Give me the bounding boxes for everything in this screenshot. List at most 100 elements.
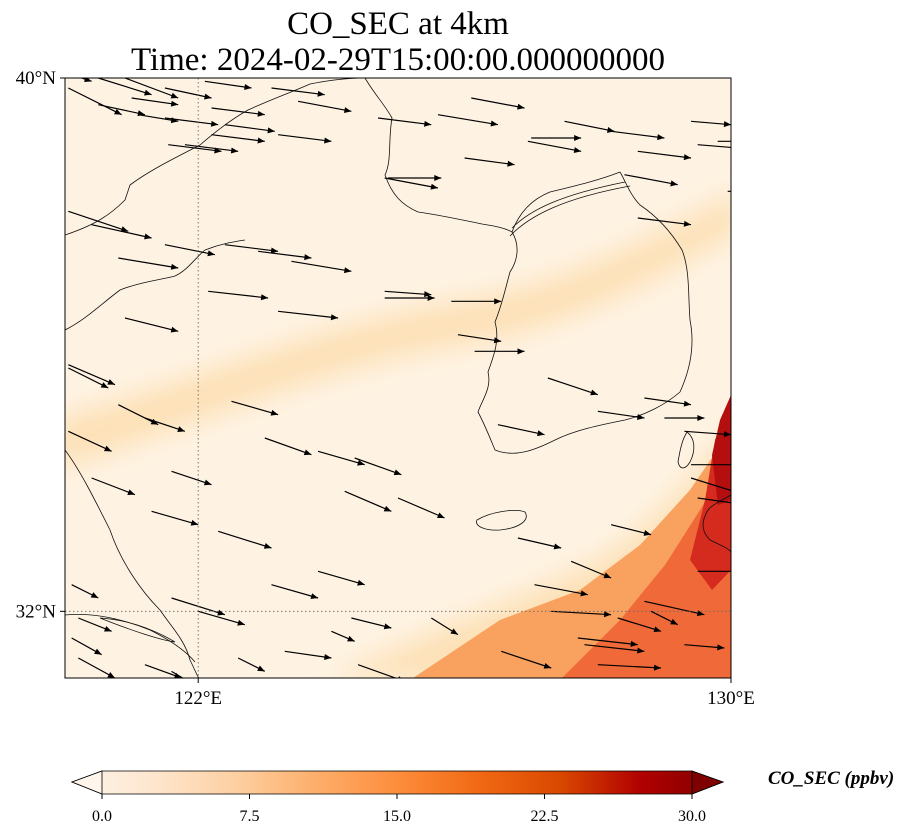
wind-vector <box>397 497 445 519</box>
wind-vector <box>551 610 612 618</box>
island-chongming <box>99 617 176 643</box>
wind-vector <box>317 570 365 586</box>
coastline-bohai-north <box>65 78 366 236</box>
wind-vector <box>354 457 402 476</box>
wind-vector <box>78 617 112 632</box>
wind-vector <box>138 114 179 124</box>
colorbar-tick-label: 30.0 <box>678 808 706 825</box>
coastline-yangtze-estuary <box>65 614 196 663</box>
wind-vector <box>258 250 312 261</box>
map-subtitle-time: Time: 2024-02-29T15:00:00.000000000 <box>130 42 666 78</box>
wind-vector <box>164 87 212 100</box>
wind-vector <box>291 260 352 274</box>
wind-vector <box>218 530 272 549</box>
colorbar-over-extend <box>691 770 725 795</box>
co-high-concentration-area <box>413 395 731 678</box>
wind-vector <box>118 257 179 270</box>
wind-vector <box>617 617 662 633</box>
wind-vector <box>684 644 725 651</box>
wind-vector <box>184 144 239 154</box>
wind-vector <box>198 610 245 626</box>
wind-vector-field <box>68 68 731 740</box>
colorbar-tick-label: 0.0 <box>92 808 112 825</box>
wind-vector <box>298 68 345 74</box>
wind-vector <box>437 114 498 127</box>
wind-vector <box>637 217 692 227</box>
wind-vector <box>430 617 459 636</box>
coastline-korea-west <box>477 231 518 451</box>
colorbar-tick-label: 22.5 <box>531 808 559 825</box>
wind-vector <box>344 490 392 512</box>
wind-vector <box>331 630 355 642</box>
map-axis-ticks: 40°N 32°N 122°E 130°E <box>16 68 755 709</box>
wind-vector <box>471 97 525 110</box>
wind-vector <box>517 537 562 550</box>
wind-vector <box>610 524 652 536</box>
map-panel: 40°N 32°N 122°E 130°E <box>16 68 755 740</box>
wind-vector <box>131 97 179 107</box>
wind-vector <box>224 124 275 134</box>
wind-vector <box>271 87 325 97</box>
colorbar-gradient <box>70 770 725 795</box>
wind-vector <box>611 130 665 141</box>
co-area-very-high <box>712 395 731 505</box>
wind-vector <box>690 120 731 128</box>
wind-vector <box>144 417 186 432</box>
border-korea <box>509 181 631 237</box>
co-plume-band <box>65 194 731 467</box>
island-tsushima <box>677 431 695 469</box>
coastline-jiangsu <box>65 449 200 678</box>
wind-vector <box>618 725 681 740</box>
colorbar-label: CO_SEC (ppbv) <box>768 768 895 789</box>
wind-vector <box>547 377 598 396</box>
wind-vector <box>531 135 582 141</box>
wind-vector <box>204 80 252 90</box>
wind-vector <box>317 450 365 466</box>
coastline-korea-east <box>619 171 693 393</box>
colorbar-tick-label: 7.5 <box>240 808 260 825</box>
lon-tick-label: 130°E <box>707 688 755 709</box>
wind-vector <box>584 644 645 654</box>
map-title: CO_SEC at 4km <box>287 6 509 42</box>
colorbar-ticks: 0.0 7.5 15.0 22.5 30.0 <box>92 794 706 825</box>
wind-vector <box>124 317 179 333</box>
wind-vector <box>211 107 265 117</box>
wind-vector <box>211 134 265 144</box>
wind-vector <box>271 584 319 599</box>
wind-vector <box>71 584 99 599</box>
wind-vector <box>377 117 432 127</box>
wind-vector <box>577 637 638 647</box>
coastline-liaodong <box>364 78 513 233</box>
wind-vector <box>597 410 645 420</box>
wind-vector <box>650 610 678 626</box>
wind-vector <box>691 464 731 466</box>
wind-vector <box>501 650 552 669</box>
wind-vector <box>727 190 731 192</box>
wind-vector <box>151 510 199 526</box>
coastline-korea-south <box>494 391 681 454</box>
wind-vector <box>91 224 152 240</box>
wind-vector <box>278 310 339 321</box>
wind-vector <box>388 175 442 181</box>
lat-tick-label: 32°N <box>16 601 57 622</box>
wind-vector <box>98 78 152 96</box>
coastline-japan-kyushu <box>702 494 731 553</box>
colorbar: 0.0 7.5 15.0 22.5 30.0 <box>70 770 725 825</box>
lat-tick-label: 40°N <box>16 68 57 89</box>
wind-vector <box>664 415 705 421</box>
wind-vector <box>284 650 332 660</box>
co-area-moderate <box>562 460 731 678</box>
wind-vector <box>164 244 215 257</box>
wind-vector <box>278 134 332 144</box>
wind-vector <box>351 617 392 630</box>
wind-vector <box>168 144 222 154</box>
wind-vector <box>451 298 502 305</box>
wind-vector <box>644 600 705 617</box>
wind-vector <box>474 348 525 355</box>
wind-vector <box>384 177 439 190</box>
wind-vector <box>690 477 731 492</box>
wind-vector <box>297 100 352 113</box>
wind-vector <box>457 334 502 344</box>
wind-vector <box>697 570 731 572</box>
